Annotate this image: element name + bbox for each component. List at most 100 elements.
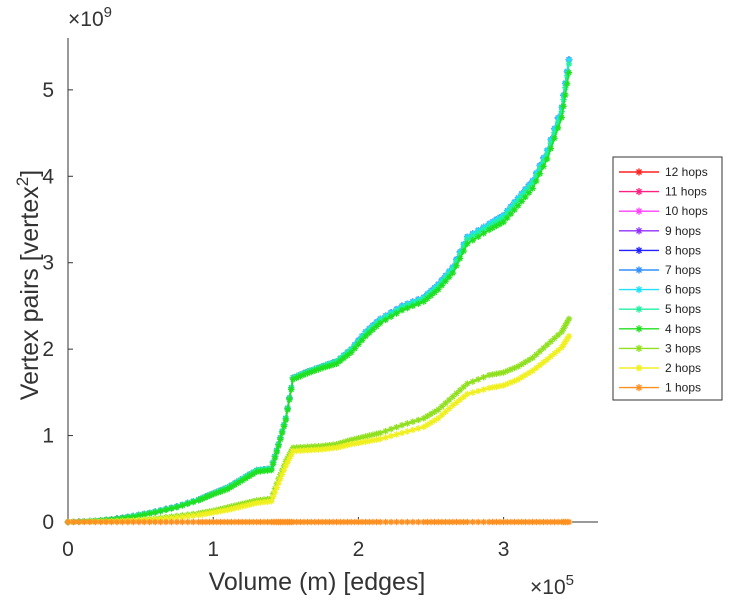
data-point [533,177,540,185]
data-point [565,332,573,340]
data-point [81,518,88,526]
data-point [278,429,286,437]
data-point [635,344,643,352]
legend-label: 8 hops [665,243,701,257]
legend-item: 8 hops [619,243,701,257]
data-point [355,341,362,348]
series-12-hops [64,56,573,526]
data-point [382,518,389,526]
data-point [565,315,573,323]
y-tick-label: 4 [42,165,54,188]
data-point [382,427,389,435]
data-point [415,425,422,432]
data-point [469,237,476,244]
data-point [157,507,164,515]
data-point [438,282,446,289]
data-point [179,518,186,526]
data-point [511,206,518,213]
data-point [551,135,558,142]
x-tick-label: 2 [353,538,365,561]
legend-item: 10 hops [619,204,708,218]
data-point [565,56,573,63]
legend-label: 5 hops [665,302,701,316]
data-point [563,80,571,88]
data-point [280,423,288,430]
data-point [119,518,126,526]
data-point [70,518,77,526]
data-point [398,518,406,526]
y-axis-label-suffix: ] [16,170,44,177]
data-point [464,380,471,387]
data-point [239,477,246,484]
data-point [151,518,159,526]
series-line [67,63,570,523]
data-point [514,376,522,383]
data-point [284,406,291,414]
data-point [409,302,417,310]
data-point [86,518,93,526]
data-point [157,518,164,526]
series-11-hops [64,56,573,526]
series-7-hops [64,56,573,526]
data-point [522,371,529,379]
y-tick-label: 1 [42,425,54,448]
series-3-hops [64,315,573,526]
data-point [393,310,400,317]
legend-label: 7 hops [665,263,701,277]
series-2-hops [64,332,573,526]
data-point [273,448,280,456]
legend-item: 5 hops [619,302,701,316]
data-point [565,60,573,68]
data-point [92,518,99,526]
data-point [431,417,438,424]
data-point [168,505,175,512]
data-point [376,429,384,437]
data-point [460,247,467,255]
data-point [184,513,191,520]
data-point [540,163,547,170]
data-point [404,428,411,435]
data-point [500,218,507,226]
data-point [635,246,643,254]
data-point [113,518,121,526]
legend-item: 12 hops [619,165,708,179]
data-point [190,518,197,526]
legend-label: 6 hops [665,283,701,297]
data-point [635,168,643,176]
x-multiplier: ×105 [530,572,574,599]
data-point [124,518,132,526]
data-point [518,198,525,205]
data-point [543,155,551,163]
x-tick-label: 3 [498,538,510,561]
legend-label: 4 hops [665,322,701,336]
legend-label: 1 hops [665,381,701,395]
y-multiplier: ×109 [68,4,112,31]
data-point [162,518,170,526]
x-tick-label: 1 [207,538,219,561]
data-point [507,210,515,218]
data-point [404,420,411,427]
data-point [102,518,110,526]
data-point [456,255,464,262]
data-point [64,518,72,526]
data-point [635,305,643,313]
data-point [420,298,427,305]
legend-item: 11 hops [619,185,707,199]
data-point [529,354,536,361]
data-point [460,393,467,401]
data-point [393,431,400,438]
data-point [277,436,284,443]
series-1-hops [64,518,573,526]
data-point [326,445,333,452]
data-point [409,518,417,526]
data-point [130,518,137,526]
data-point [464,518,471,526]
legend-item: 9 hops [619,224,701,238]
data-point [480,518,487,526]
legend-label: 12 hops [665,165,708,179]
data-point [376,320,384,327]
data-point [525,356,533,364]
data-point [286,396,293,403]
data-point [469,518,476,526]
x-axis-label: Volume (m) [edges] [209,568,426,596]
